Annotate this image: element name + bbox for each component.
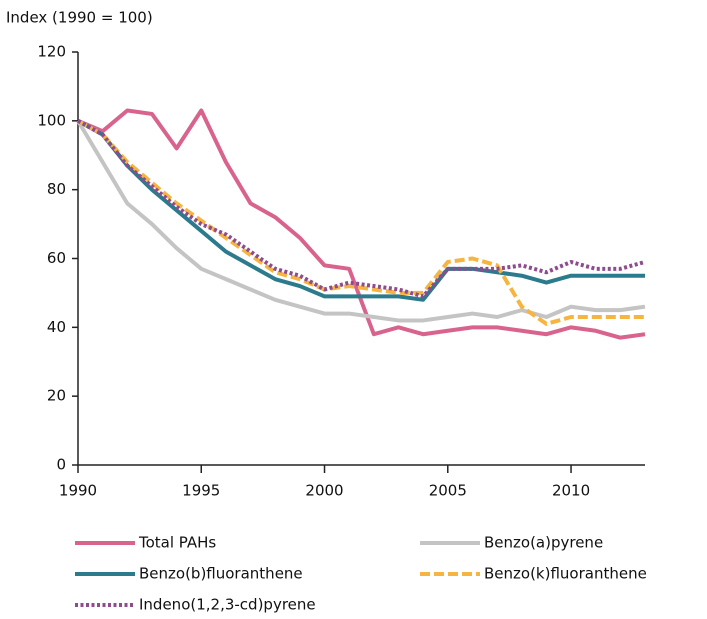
- series-line: [77, 119, 646, 299]
- legend-label: Benzo(b)fluoranthene: [139, 565, 303, 583]
- y-tick-label: 40: [47, 318, 66, 336]
- x-tick-label: 1995: [182, 482, 220, 500]
- y-tick-label: 100: [37, 111, 66, 129]
- legend-label: Total PAHs: [138, 534, 216, 552]
- y-tick-label: 20: [47, 387, 66, 405]
- y-tick-label: 80: [47, 180, 66, 198]
- y-tick-label: 120: [37, 43, 66, 61]
- x-tick-label: 2010: [552, 482, 590, 500]
- x-tick-label: 1990: [59, 482, 97, 500]
- y-axis-label: Index (1990 = 100): [6, 9, 153, 27]
- x-tick-label: 2000: [305, 482, 343, 500]
- series-line: [77, 108, 646, 340]
- legend-label: Benzo(a)pyrene: [484, 534, 603, 552]
- series-line: [77, 119, 645, 326]
- legend-label: Indeno(1,2,3-cd)pyrene: [139, 596, 316, 614]
- y-tick-label: 0: [56, 456, 66, 474]
- legend-label: Benzo(k)fluoranthene: [484, 565, 647, 583]
- series-line: [77, 119, 645, 302]
- series-line: [76, 119, 646, 323]
- x-tick-label: 2005: [429, 482, 467, 500]
- y-tick-label: 60: [47, 249, 66, 267]
